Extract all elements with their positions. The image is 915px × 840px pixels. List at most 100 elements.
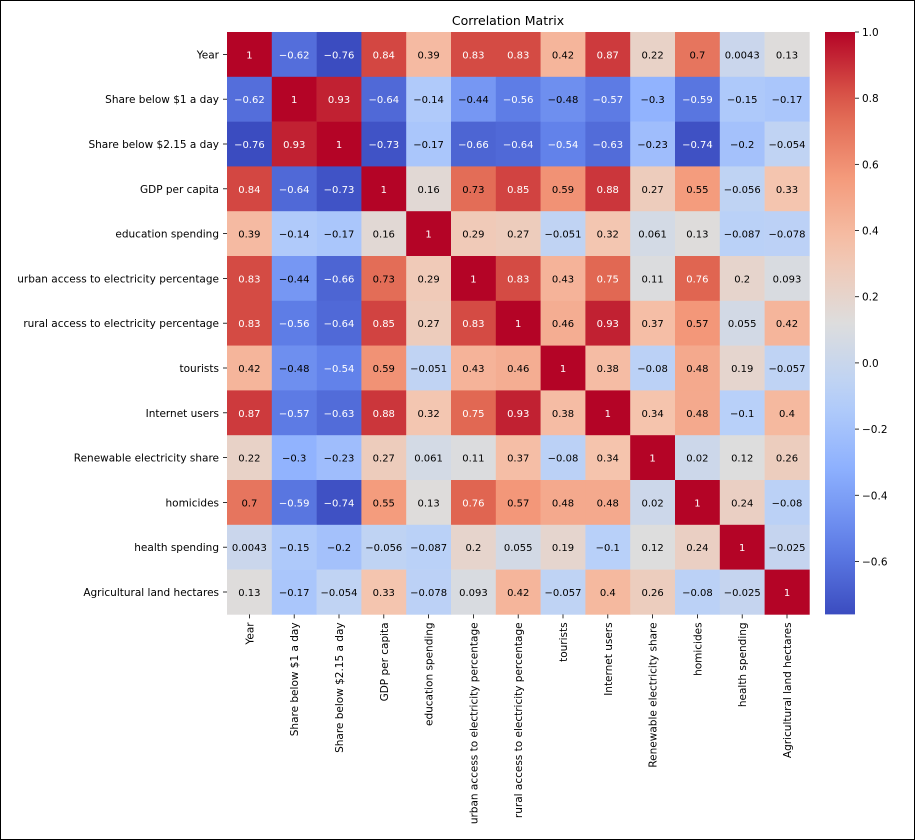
cell-value-label: −0.056 [365,543,402,554]
cell-value-label: −0.3 [640,95,664,106]
heatmap-cell [675,569,721,615]
heatmap-cell [495,256,541,302]
cell-value-label: −0.62 [234,95,265,106]
cell-value-label: −0.44 [458,95,489,106]
heatmap-cell [719,435,765,481]
cell-value-label: −0.54 [324,364,355,375]
cell-value-label: 0.27 [417,319,439,330]
heatmap-cell [675,480,721,526]
y-tick-label: tourists [180,363,220,375]
cell-value-label: 1 [381,185,387,196]
cell-value-label: 0.48 [552,498,574,509]
y-tick-label: homicides [165,497,219,509]
x-tick-label: homicides [692,622,704,676]
cell-value-label: 0.39 [238,230,260,241]
y-tick-label: Internet users [146,408,219,420]
cell-value-label: 0.4 [779,409,795,420]
cell-value-label: 0.87 [238,409,260,420]
cell-value-label: −0.63 [592,140,623,151]
heatmap-cell [406,480,452,526]
heatmap-cell [316,569,362,615]
cell-value-label: 1 [739,543,745,554]
heatmap-cell [630,32,676,78]
heatmap-cell [406,300,452,346]
heatmap-cell [764,211,810,257]
colorbar-tick-label: −0.4 [862,490,888,502]
cell-value-label: −0.73 [324,185,355,196]
heatmap-cell [361,569,407,615]
x-tick-label: urban access to electricity percentage [468,622,480,824]
cell-value-label: 0.48 [686,364,708,375]
heatmap-cell [630,76,676,122]
cell-value-label: −0.051 [544,230,581,241]
heatmap-cell [540,345,586,391]
chart-title: Correlation Matrix [452,13,564,28]
cell-value-label: 0.75 [462,409,484,420]
cell-value-label: 0.84 [373,50,395,61]
cell-value-label: 0.27 [641,185,663,196]
heatmap-cell [271,300,317,346]
cell-value-label: 0.55 [686,185,708,196]
cell-value-label: −0.087 [724,230,761,241]
heatmap-cell [361,345,407,391]
heatmap-cell [227,524,273,570]
heatmap-cell [271,32,317,78]
cell-value-label: 0.32 [417,409,439,420]
cell-value-label: 0.42 [238,364,260,375]
cell-value-label: −0.66 [324,274,355,285]
heatmap-cell [227,166,273,212]
heatmap-cell [764,256,810,302]
heatmap-cell [675,256,721,302]
cell-value-label: 0.16 [373,230,395,241]
cell-value-label: −0.17 [279,588,310,599]
cell-value-label: 0.76 [686,274,708,285]
cell-value-label: 0.055 [504,543,533,554]
heatmap-cell [764,435,810,481]
heatmap-cell [495,524,541,570]
heatmap-cell [585,480,631,526]
heatmap-cell [316,345,362,391]
heatmap-cell [271,480,317,526]
heatmap-cell [271,345,317,391]
cell-value-label: 0.055 [728,319,757,330]
cell-value-label: 0.22 [238,454,260,465]
y-tick-label: GDP per capita [140,184,219,196]
y-tick-label: Agricultural land hectares [83,587,219,599]
heatmap-cell [361,121,407,167]
cell-value-label: 0.7 [241,498,257,509]
heatmap-cell [316,524,362,570]
heatmap-cell [719,390,765,436]
heatmap-cell [451,166,497,212]
cell-value-label: 1 [425,230,431,241]
cell-value-label: 0.88 [597,185,619,196]
cell-value-label: 0.84 [238,185,260,196]
heatmap-cell [361,211,407,257]
colorbar-tick-label: −0.2 [862,424,888,436]
heatmap-cell [630,166,676,212]
heatmap-cell [495,569,541,615]
heatmap-cell [495,211,541,257]
cell-value-label: 0.13 [417,498,439,509]
cell-value-label: 0.59 [373,364,395,375]
cell-value-label: −0.48 [279,364,310,375]
heatmap-cell [227,121,273,167]
cell-value-label: −0.057 [544,588,581,599]
y-tick-label: Year [196,49,220,61]
colorbar-tick-label: 0.6 [862,159,879,171]
heatmap-cell [227,211,273,257]
heatmap-cell [719,32,765,78]
heatmap-cell [361,166,407,212]
heatmap-cell [406,76,452,122]
heatmap-cell [406,121,452,167]
cell-value-label: 0.29 [417,274,439,285]
heatmap-cell [540,390,586,436]
cell-value-label: −0.1 [596,543,620,554]
cell-value-label: −0.57 [279,409,310,420]
cell-value-label: −0.1 [730,409,754,420]
heatmap-cell [406,256,452,302]
cell-value-label: 0.34 [641,409,663,420]
cell-value-label: 0.85 [373,319,395,330]
cell-value-label: −0.056 [724,185,761,196]
heatmap-cell [764,32,810,78]
